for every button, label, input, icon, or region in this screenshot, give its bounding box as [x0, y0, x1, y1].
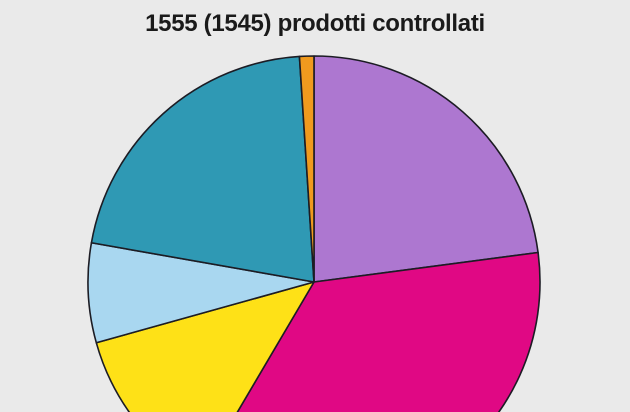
pie-slice-purple — [313, 55, 539, 283]
pie-slice-teal — [90, 55, 315, 283]
pie-slice-orange — [298, 55, 315, 283]
chart-title: 1555 (1545) prodotti controllati — [145, 10, 485, 37]
pie-slice-yellow — [95, 281, 315, 412]
pie-slice-magenta — [236, 251, 541, 412]
pie-slice-light-blue — [87, 241, 315, 344]
